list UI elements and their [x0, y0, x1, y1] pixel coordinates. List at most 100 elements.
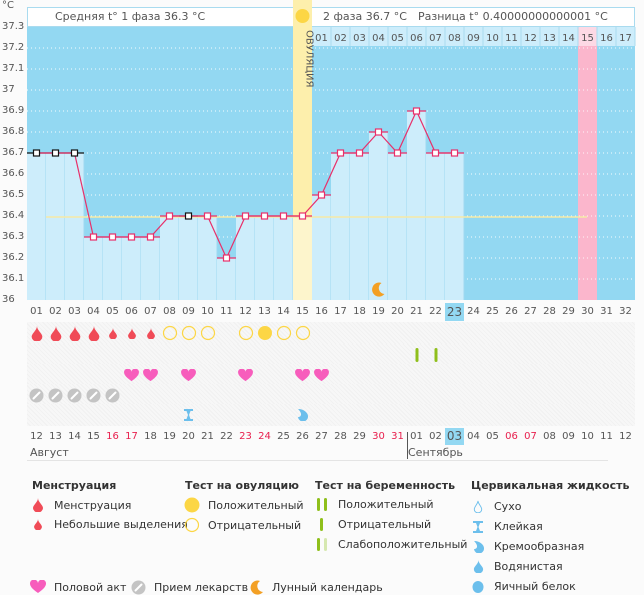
- cycle-day-label[interactable]: 24: [467, 306, 480, 317]
- cycle-day-label[interactable]: 19: [372, 306, 385, 317]
- calendar-date[interactable]: 22: [220, 431, 233, 442]
- cycle-day-label[interactable]: 06: [125, 306, 138, 317]
- temperature-bar: [255, 216, 274, 300]
- calendar-date[interactable]: 13: [49, 431, 62, 442]
- cycle-day-label[interactable]: 31: [600, 306, 613, 317]
- cycle-day-label[interactable]: 13: [258, 306, 271, 317]
- calendar-date[interactable]: 17: [125, 431, 138, 442]
- calendar-date[interactable]: 06: [505, 431, 518, 442]
- cycle-day-label[interactable]: 18: [353, 306, 366, 317]
- cycle-day-label[interactable]: 29: [562, 306, 575, 317]
- cycle-day-label[interactable]: 02: [49, 306, 62, 317]
- calendar-date[interactable]: 08: [543, 431, 556, 442]
- calendar-date[interactable]: 25: [277, 431, 290, 442]
- cycle-day-label[interactable]: 10: [201, 306, 214, 317]
- spotting-drop-icon[interactable]: [141, 322, 160, 344]
- phase1-average: Средняя t° 1 фаза 36.3 °C: [55, 10, 206, 23]
- cycle-day-label[interactable]: 08: [163, 306, 176, 317]
- menstruation-drop-icon[interactable]: [27, 322, 46, 344]
- cycle-day-label[interactable]: 01: [30, 306, 43, 317]
- cycle-day-label[interactable]: 22: [429, 306, 442, 317]
- calendar-date[interactable]: 02: [429, 431, 442, 442]
- cycle-day-label[interactable]: 26: [505, 306, 518, 317]
- calendar-date[interactable]: 12: [30, 431, 43, 442]
- pill-icon[interactable]: [103, 384, 122, 406]
- spotting-drop-icon[interactable]: [103, 322, 122, 344]
- calendar-date[interactable]: 12: [619, 431, 632, 442]
- ovulation-negative-icon[interactable]: [198, 322, 217, 344]
- calendar-date[interactable]: 27: [315, 431, 328, 442]
- calendar-date[interactable]: 26: [296, 431, 309, 442]
- cycle-day-label[interactable]: 15: [296, 306, 309, 317]
- calendar-date[interactable]: 28: [334, 431, 347, 442]
- heart-icon[interactable]: [293, 364, 312, 386]
- calendar-date[interactable]: 24: [258, 431, 271, 442]
- cycle-day-label[interactable]: 25: [486, 306, 499, 317]
- calendar-date[interactable]: 23: [239, 431, 252, 442]
- cycle-day-label[interactable]: 04: [87, 306, 100, 317]
- calendar-date[interactable]: 16: [106, 431, 119, 442]
- cycle-day-label[interactable]: 21: [410, 306, 423, 317]
- menstruation-drop-icon[interactable]: [84, 322, 103, 344]
- heart-icon[interactable]: [141, 364, 160, 386]
- cycle-day-label[interactable]: 12: [239, 306, 252, 317]
- cycle-day-label[interactable]: 17: [334, 306, 347, 317]
- ovulation-negative-icon[interactable]: [160, 322, 179, 344]
- calendar-date[interactable]: 09: [562, 431, 575, 442]
- calendar-date[interactable]: 01: [410, 431, 423, 442]
- cycle-day-label[interactable]: 14: [277, 306, 290, 317]
- calendar-date[interactable]: 14: [68, 431, 81, 442]
- cycle-day-label[interactable]: 27: [524, 306, 537, 317]
- calendar-date[interactable]: 07: [524, 431, 537, 442]
- heart-icon[interactable]: [122, 364, 141, 386]
- calendar-date[interactable]: 18: [144, 431, 157, 442]
- calendar-date[interactable]: 15: [87, 431, 100, 442]
- spotting-drop-icon[interactable]: [122, 322, 141, 344]
- calendar-date[interactable]: 30: [372, 431, 385, 442]
- creamy-icon[interactable]: [293, 404, 312, 426]
- cycle-day-label[interactable]: 32: [619, 306, 632, 317]
- pill-icon[interactable]: [27, 384, 46, 406]
- cycle-day-label[interactable]: 16: [315, 306, 328, 317]
- calendar-date[interactable]: 20: [182, 431, 195, 442]
- temperature-point: [241, 212, 250, 220]
- ovulation-negative-icon[interactable]: [236, 322, 255, 344]
- outline-drop-icon: [468, 500, 488, 513]
- cycle-day-label[interactable]: 03: [68, 306, 81, 317]
- menstruation-drop-icon[interactable]: [46, 322, 65, 344]
- cycle-day-label[interactable]: 30: [581, 306, 594, 317]
- y-tick-label: 36.6: [2, 168, 25, 179]
- pregnancy-negative-icon[interactable]: [407, 344, 426, 366]
- ovulation-negative-icon[interactable]: [293, 322, 312, 344]
- pill-icon[interactable]: [84, 384, 103, 406]
- calendar-date[interactable]: 10: [581, 431, 594, 442]
- heart-icon[interactable]: [236, 364, 255, 386]
- cycle-day-label[interactable]: 28: [543, 306, 556, 317]
- ovulation-negative-icon[interactable]: [274, 322, 293, 344]
- cycle-day-label[interactable]: 09: [182, 306, 195, 317]
- heart-icon[interactable]: [179, 364, 198, 386]
- ovulation-negative-icon[interactable]: [179, 322, 198, 344]
- calendar-date[interactable]: 04: [467, 431, 480, 442]
- pregnancy-negative-icon[interactable]: [426, 344, 445, 366]
- calendar-date[interactable]: 11: [600, 431, 613, 442]
- cycle-day-label[interactable]: 07: [144, 306, 157, 317]
- sticky-icon[interactable]: [179, 404, 198, 426]
- heart-icon[interactable]: [312, 364, 331, 386]
- ovulation-positive-icon[interactable]: [255, 322, 274, 344]
- pill-icon[interactable]: [65, 384, 84, 406]
- post-ovulation-day-label: 14: [562, 33, 575, 44]
- calendar-date[interactable]: 21: [201, 431, 214, 442]
- today-cycle-day[interactable]: 23: [445, 303, 464, 321]
- today-date[interactable]: 03: [445, 428, 464, 445]
- calendar-date[interactable]: 31: [391, 431, 404, 442]
- calendar-date[interactable]: 19: [163, 431, 176, 442]
- pill-icon[interactable]: [46, 384, 65, 406]
- calendar-date[interactable]: 05: [486, 431, 499, 442]
- post-ovulation-header: [312, 27, 635, 46]
- calendar-date[interactable]: 29: [353, 431, 366, 442]
- cycle-day-label[interactable]: 20: [391, 306, 404, 317]
- cycle-day-label[interactable]: 11: [220, 306, 233, 317]
- menstruation-drop-icon[interactable]: [65, 322, 84, 344]
- cycle-day-label[interactable]: 05: [106, 306, 119, 317]
